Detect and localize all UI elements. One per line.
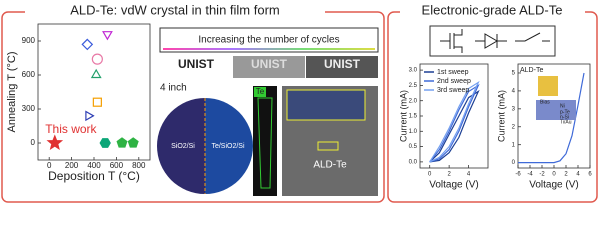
annotation: This work — [45, 122, 97, 136]
switch-symbol — [515, 32, 550, 42]
y-axis-label: Current (mA) — [398, 90, 408, 142]
logo: UNIST — [178, 57, 215, 71]
marker — [102, 31, 113, 41]
y-tick-label: 1 — [512, 142, 516, 148]
x-tick-label: 6 — [588, 172, 592, 178]
wafer-text: SiO2/Si — [171, 143, 195, 150]
line — [429, 80, 480, 163]
x-tick-label: 4 — [576, 172, 580, 178]
y-tick-label: 3 — [512, 106, 516, 112]
inset-device — [538, 76, 558, 96]
y-axis-label: Annealing T (°C) — [6, 51, 18, 132]
marker — [90, 68, 102, 79]
panel-title: ALD-Te: vdW crystal in thin film form — [70, 2, 280, 17]
logo-box — [306, 56, 378, 78]
logo-box — [233, 56, 305, 78]
x-tick-label: 0 — [47, 161, 52, 170]
y-tick-label: 1.0 — [409, 129, 418, 135]
y-tick-label: 0.0 — [409, 159, 418, 165]
y-tick-label: 600 — [22, 70, 36, 79]
diode-symbol — [475, 33, 507, 49]
wafer-left — [157, 98, 205, 194]
x-tick-label: 4 — [467, 172, 471, 178]
gradient-bar — [163, 48, 375, 50]
inset-label: Ti/Au — [560, 119, 572, 125]
inset-label: n-Si — [560, 114, 569, 120]
marker — [127, 137, 139, 148]
title-bg — [400, 3, 585, 19]
legend-label: 1st sweep — [437, 69, 469, 76]
x-tick-label: 2 — [564, 172, 568, 178]
x-tick-label: 2 — [447, 172, 451, 178]
y-tick-label: 900 — [22, 36, 36, 45]
symbol-box — [429, 25, 556, 57]
x-axis-label: Deposition T (°C) — [48, 169, 140, 183]
x-axis-label: Voltage (V) — [429, 180, 478, 191]
y-tick-label: 300 — [22, 104, 36, 113]
legend-label: 2nd sweep — [437, 78, 471, 85]
y-tick-label: 0 — [31, 138, 36, 147]
wafer-right — [205, 98, 253, 194]
inset-label: Ni — [560, 103, 565, 109]
te-tag — [254, 87, 266, 97]
x-tick-label: 400 — [87, 161, 101, 170]
inset-stack — [536, 100, 576, 120]
marker — [91, 53, 103, 65]
marker — [92, 97, 102, 107]
tem-inset — [286, 89, 366, 121]
line — [429, 83, 480, 163]
line — [429, 89, 480, 163]
banner-text: Increasing the number of cycles — [198, 35, 339, 46]
marker — [46, 134, 64, 151]
transistor-symbol — [440, 29, 463, 53]
logo: UNIST — [251, 57, 288, 71]
y-tick-label: 2 — [512, 124, 516, 130]
panel-title: Electronic-grade ALD-Te — [422, 2, 563, 17]
x-tick-label: 0 — [552, 172, 556, 178]
wafer-text: Te/SiO2/Si — [211, 143, 245, 150]
x-tick-label: -6 — [515, 172, 521, 178]
y-tick-label: 3.0 — [409, 68, 418, 74]
x-tick-label: -4 — [527, 172, 533, 178]
logo-box — [160, 56, 232, 78]
wafer-label: 4 inch — [160, 83, 187, 94]
x-tick-label: 600 — [110, 161, 124, 170]
inset-label: ALD-Te — [520, 67, 543, 74]
x-tick-label: 800 — [132, 161, 146, 170]
x-tick-label: 0 — [428, 172, 432, 178]
te-outline — [257, 97, 273, 189]
inset-label: Bias — [540, 99, 550, 105]
y-tick-label: 0 — [512, 160, 516, 166]
y-axis-label: Current (mA) — [496, 90, 506, 142]
inset-label: p-Te — [560, 109, 570, 115]
legend-label: 3rd sweep — [437, 87, 469, 94]
cross-section — [253, 86, 277, 196]
y-tick-label: 0.5 — [409, 144, 418, 150]
title-bg — [25, 3, 325, 19]
y-tick-label: 2.0 — [409, 98, 418, 104]
tem-label: ALD-Te — [313, 160, 347, 171]
y-tick-label: 1.5 — [409, 114, 418, 120]
logo: UNIST — [324, 57, 361, 71]
marker — [99, 138, 111, 148]
marker — [116, 137, 128, 148]
x-axis-label: Voltage (V) — [529, 180, 578, 191]
line — [518, 72, 585, 164]
tem-zoom — [317, 141, 339, 151]
x-tick-label: -2 — [539, 172, 545, 178]
marker — [81, 38, 94, 51]
x-tick-label: 200 — [65, 161, 79, 170]
figure: ALD-Te: vdW crystal in thin film form El… — [1, 2, 598, 203]
te-label: Te — [256, 87, 265, 96]
y-tick-label: 4 — [512, 88, 516, 94]
y-tick-label: 5 — [512, 71, 516, 77]
y-tick-label: 2.5 — [409, 83, 418, 89]
marker — [85, 110, 95, 122]
